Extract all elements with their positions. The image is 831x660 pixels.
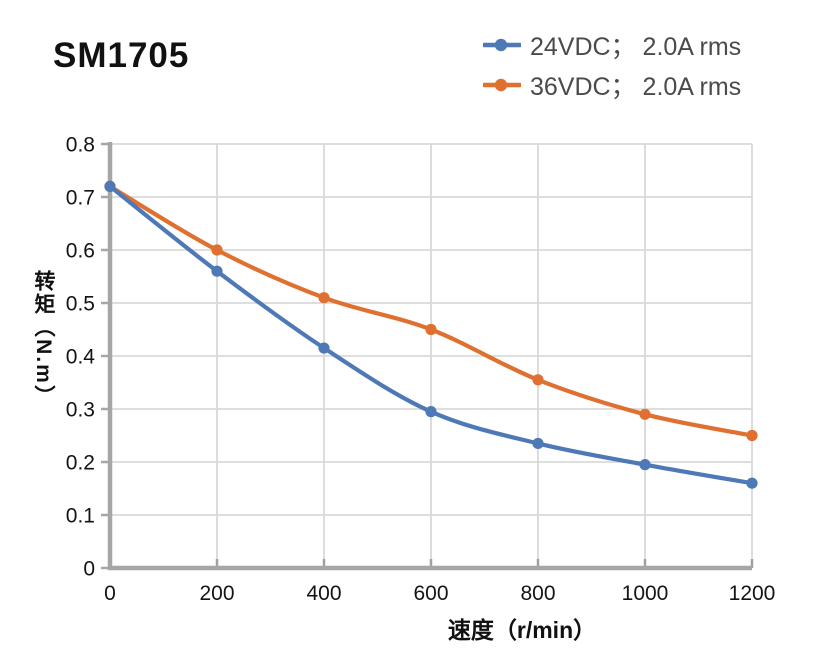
svg-text:0.6: 0.6 [66, 240, 95, 263]
data-point-marker [318, 342, 330, 354]
data-point-marker [211, 244, 223, 256]
data-point-marker [639, 459, 651, 471]
line-dot-marker-icon [483, 78, 521, 91]
svg-text:200: 200 [199, 582, 234, 605]
svg-text:0.8: 0.8 [66, 134, 95, 157]
data-point-marker [318, 292, 330, 304]
data-point-marker [425, 323, 437, 336]
y-axis-title: 转矩（N.m） [32, 270, 55, 408]
data-point-marker [746, 477, 758, 489]
data-point-marker [211, 265, 223, 277]
svg-text:1200: 1200 [729, 582, 776, 605]
data-point-marker [425, 406, 437, 418]
svg-text:600: 600 [413, 582, 448, 605]
svg-text:0: 0 [83, 558, 95, 581]
svg-text:0.4: 0.4 [66, 346, 96, 369]
chart-title: SM1705 [53, 36, 190, 75]
svg-text:0: 0 [104, 582, 116, 605]
line-dot-marker-icon [483, 38, 521, 51]
legend-label-24vdc: 24VDC； 2.0A rms [530, 32, 742, 61]
x-axis-title: 速度（r/min） [447, 617, 597, 643]
data-point-marker [532, 437, 544, 450]
axis-lines [107, 142, 752, 571]
data-point-marker [746, 429, 758, 442]
svg-text:0.1: 0.1 [66, 505, 95, 528]
svg-text:0.3: 0.3 [66, 399, 95, 422]
data-point-marker [639, 408, 651, 420]
legend-item-24vdc: 24VDC； 2.0A rms [483, 28, 741, 61]
svg-text:800: 800 [520, 582, 555, 605]
svg-text:0.7: 0.7 [66, 187, 95, 210]
data-point-marker [104, 180, 116, 192]
tick-labels: 0 0.1 0.2 0.3 0.4 0.5 0.6 0.7 0.8 0 200 400 600 800 10… [66, 134, 776, 606]
data-point-marker [532, 374, 544, 386]
svg-text:0.2: 0.2 [66, 452, 95, 475]
series-24vdc [104, 180, 758, 489]
svg-text:0.5: 0.5 [66, 293, 95, 316]
gridlines [109, 143, 753, 569]
legend-item-36vdc: 36VDC； 2.0A rms [483, 68, 741, 101]
legend-label-36vdc: 36VDC； 2.0A rms [530, 72, 742, 101]
svg-text:1000: 1000 [622, 582, 669, 605]
chart-legend: 24VDC； 2.0A rms 36VDC； 2.0A rms [483, 28, 741, 101]
svg-text:400: 400 [306, 582, 341, 605]
